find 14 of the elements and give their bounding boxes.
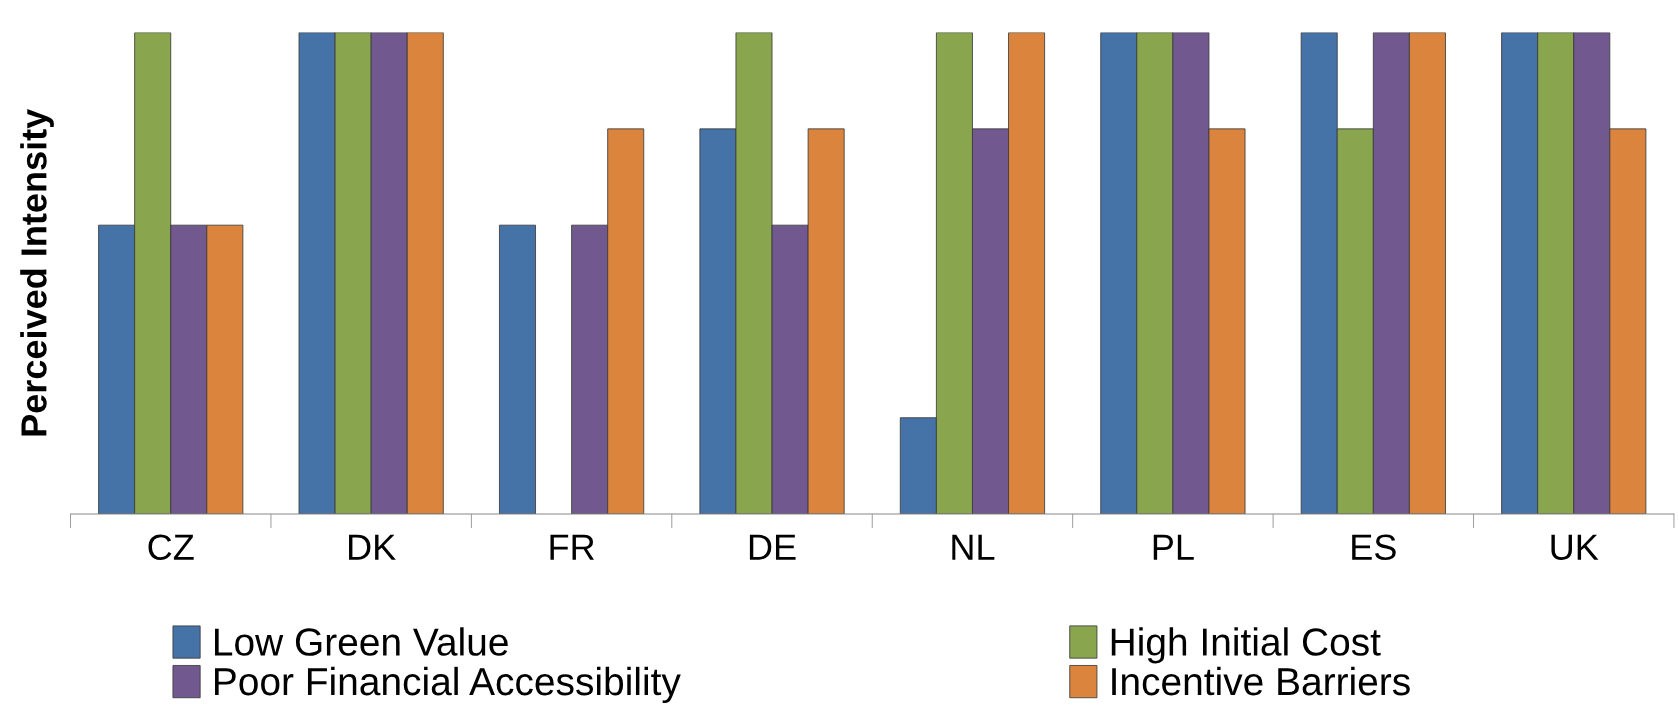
x-tick-label: CZ: [148, 534, 194, 561]
x-tick-label: ES: [1352, 534, 1396, 561]
legend-label: Incentive Barriers: [1112, 666, 1410, 696]
x-tick-label: FR: [550, 534, 594, 560]
x-tick-label: UK: [1551, 534, 1599, 561]
x-tick-label: DE: [749, 534, 796, 560]
y-axis-title: Perceived Intensity: [20, 108, 54, 436]
x-tick-label: DK: [349, 534, 396, 560]
legend-label: High Initial Cost: [1111, 627, 1381, 664]
bar: [499, 224, 536, 515]
legend-label: Poor Financial Accessibility: [215, 666, 681, 704]
legend-label: Low Green Value: [215, 627, 508, 656]
x-tick-label: PL: [1153, 534, 1194, 560]
x-tick-label: NL: [952, 534, 995, 560]
